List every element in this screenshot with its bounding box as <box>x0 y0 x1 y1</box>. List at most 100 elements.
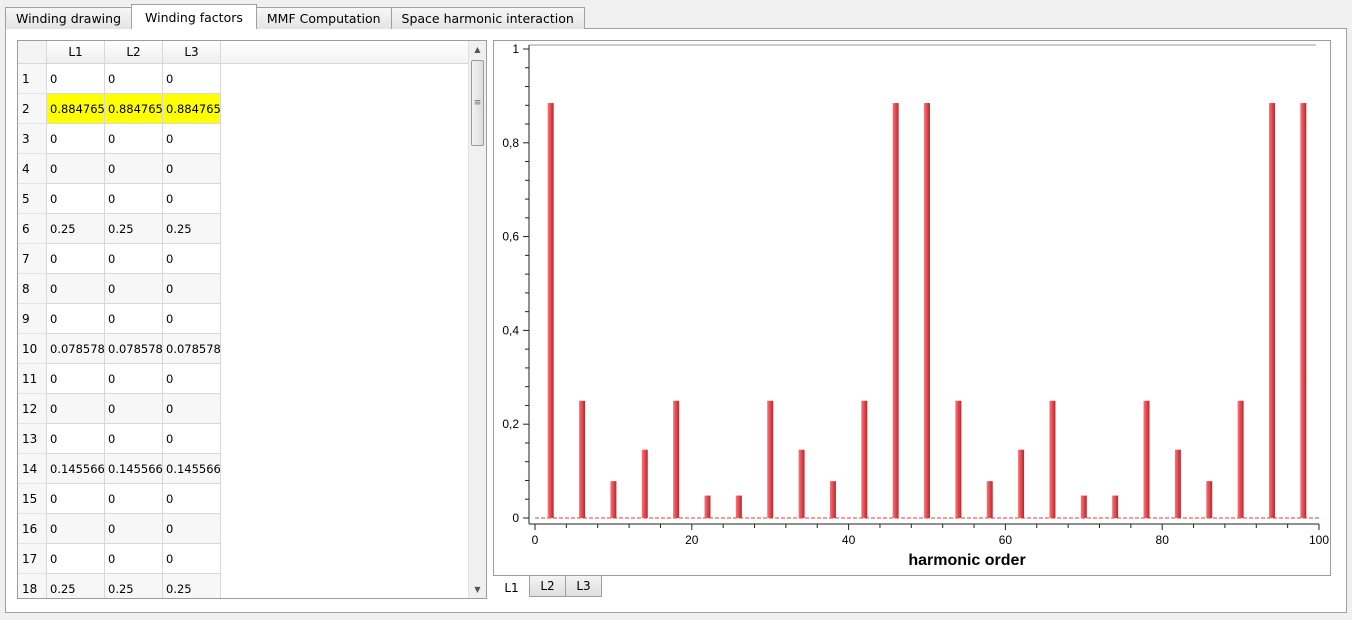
header-filler <box>221 41 469 64</box>
table-cell-l3[interactable]: 0.25 <box>163 214 221 244</box>
table-cell-l3[interactable]: 0 <box>163 124 221 154</box>
table-corner-button[interactable] <box>18 41 47 64</box>
row-header[interactable]: 4 <box>18 154 47 184</box>
row-header[interactable]: 12 <box>18 394 47 424</box>
table-cell-l2[interactable]: 0 <box>105 244 163 274</box>
scrollbar-thumb[interactable]: ≡ <box>471 60 484 146</box>
row-header[interactable]: 2 <box>18 94 47 124</box>
row-header[interactable]: 5 <box>18 184 47 214</box>
table-row: 12 0 0 0 <box>18 394 469 424</box>
row-header[interactable]: 13 <box>18 424 47 454</box>
scroll-down-arrow-icon[interactable]: ▼ <box>474 585 481 594</box>
table-cell-l2[interactable]: 0 <box>105 544 163 574</box>
scroll-up-arrow-icon[interactable]: ▲ <box>474 45 481 54</box>
table-cell-l1[interactable]: 0.25 <box>47 574 105 598</box>
table-cell-l1[interactable]: 0.0785783 <box>47 334 105 364</box>
table-cell-l3[interactable]: 0 <box>163 244 221 274</box>
tab-winding-factors[interactable]: Winding factors <box>131 4 257 29</box>
table-cell-l1[interactable]: 0 <box>47 304 105 334</box>
table-row: 6 0.25 0.25 0.25 <box>18 214 469 244</box>
table-cell-l2[interactable]: 0 <box>105 514 163 544</box>
table-cell-l2[interactable]: 0 <box>105 484 163 514</box>
table-cell-l2[interactable]: 0.884765 <box>105 94 163 124</box>
table-cell-l1[interactable]: 0 <box>47 544 105 574</box>
row-header[interactable]: 9 <box>18 304 47 334</box>
column-header-l1[interactable]: L1 <box>47 41 105 64</box>
chart-tab-l2[interactable]: L2 <box>529 576 566 597</box>
table-cell-l3[interactable]: 0 <box>163 544 221 574</box>
table-cell-l3[interactable]: 0 <box>163 394 221 424</box>
table-cell-l2[interactable]: 0.0785783 <box>105 334 163 364</box>
table-cell-l1[interactable]: 0 <box>47 154 105 184</box>
table-cell-l1[interactable]: 0 <box>47 64 105 94</box>
row-header[interactable]: 1 <box>18 64 47 94</box>
row-header[interactable]: 3 <box>18 124 47 154</box>
chart-tab-l1[interactable]: L1 <box>493 576 530 599</box>
table-cell-l1[interactable]: 0 <box>47 424 105 454</box>
table-cell-l3[interactable]: 0 <box>163 64 221 94</box>
table-cell-l1[interactable]: 0.884765 <box>47 94 105 124</box>
table-cell-l2[interactable]: 0 <box>105 64 163 94</box>
bar-harmonic-14 <box>641 449 648 518</box>
row-header[interactable]: 18 <box>18 574 47 598</box>
table-cell-l1[interactable]: 0 <box>47 184 105 214</box>
table-cell-l3[interactable]: 0.884765 <box>163 94 221 124</box>
table-cell-l2[interactable]: 0.25 <box>105 214 163 244</box>
y-tick-label: 0,4 <box>502 323 519 337</box>
row-header[interactable]: 10 <box>18 334 47 364</box>
row-header[interactable]: 6 <box>18 214 47 244</box>
table-cell-l1[interactable]: 0 <box>47 244 105 274</box>
row-header[interactable]: 11 <box>18 364 47 394</box>
row-header[interactable]: 8 <box>18 274 47 304</box>
table-cell-l2[interactable]: 0 <box>105 274 163 304</box>
table-cell-l1[interactable]: 0 <box>47 124 105 154</box>
table-cell-l1[interactable]: 0 <box>47 484 105 514</box>
table-cell-l3[interactable]: 0 <box>163 184 221 214</box>
table-cell-l2[interactable]: 0 <box>105 424 163 454</box>
x-axis-title: harmonic order <box>908 552 1025 569</box>
table-cell-l2[interactable]: 0 <box>105 124 163 154</box>
row-header[interactable]: 14 <box>18 454 47 484</box>
table-cell-l2[interactable]: 0.25 <box>105 574 163 598</box>
table-cell-l3[interactable]: 0 <box>163 304 221 334</box>
table-cell-l2[interactable]: 0 <box>105 394 163 424</box>
table-cell-l2[interactable]: 0.145566 <box>105 454 163 484</box>
table-cell-l1[interactable]: 0 <box>47 364 105 394</box>
x-tick-label: 100 <box>1309 533 1329 547</box>
table-cell-l2[interactable]: 0 <box>105 364 163 394</box>
table-cell-l1[interactable]: 0 <box>47 394 105 424</box>
table-cell-l2[interactable]: 0 <box>105 184 163 214</box>
table-cell-l3[interactable]: 0 <box>163 424 221 454</box>
table-cell-l3[interactable]: 0 <box>163 274 221 304</box>
table-cell-l3[interactable]: 0.145566 <box>163 454 221 484</box>
table-cell-l1[interactable]: 0.25 <box>47 214 105 244</box>
row-header[interactable]: 16 <box>18 514 47 544</box>
table-cell-l2[interactable]: 0 <box>105 154 163 184</box>
table-cell-l3[interactable]: 0.0785783 <box>163 334 221 364</box>
column-header-l2[interactable]: L2 <box>105 41 163 64</box>
tab-mmf-computation[interactable]: MMF Computation <box>255 7 392 29</box>
column-header-l3[interactable]: L3 <box>163 41 221 64</box>
table-cell-l3[interactable]: 0 <box>163 514 221 544</box>
table-cell-l1[interactable]: 0 <box>47 274 105 304</box>
table-cell-l3[interactable]: 0 <box>163 484 221 514</box>
table-cell-l2[interactable]: 0 <box>105 304 163 334</box>
table-cell-l1[interactable]: 0 <box>47 514 105 544</box>
row-header[interactable]: 15 <box>18 484 47 514</box>
chart-tab-l3[interactable]: L3 <box>565 576 602 597</box>
table-cell-l1[interactable]: 0.145566 <box>47 454 105 484</box>
table-body: 1 0 0 0 2 0.884765 0.884765 0.884765 3 0 0 0 4 0 0 0 5 0 0… <box>18 64 469 598</box>
tab-winding-drawing[interactable]: Winding drawing <box>5 7 133 29</box>
table-cell-l3[interactable]: 0.25 <box>163 574 221 598</box>
row-header[interactable]: 7 <box>18 244 47 274</box>
bar-harmonic-22 <box>704 495 711 518</box>
table-cell-l3[interactable]: 0 <box>163 364 221 394</box>
table-cell-l3[interactable]: 0 <box>163 154 221 184</box>
tab-space-harmonic-interaction[interactable]: Space harmonic interaction <box>390 7 585 29</box>
row-header[interactable]: 17 <box>18 544 47 574</box>
winding-factors-table[interactable]: L1 L2 L3 1 0 0 0 2 0.884765 0.884765 0.884765 3 0… <box>17 40 487 599</box>
table-vertical-scrollbar[interactable]: ▲ ≡ ▼ <box>468 41 486 598</box>
